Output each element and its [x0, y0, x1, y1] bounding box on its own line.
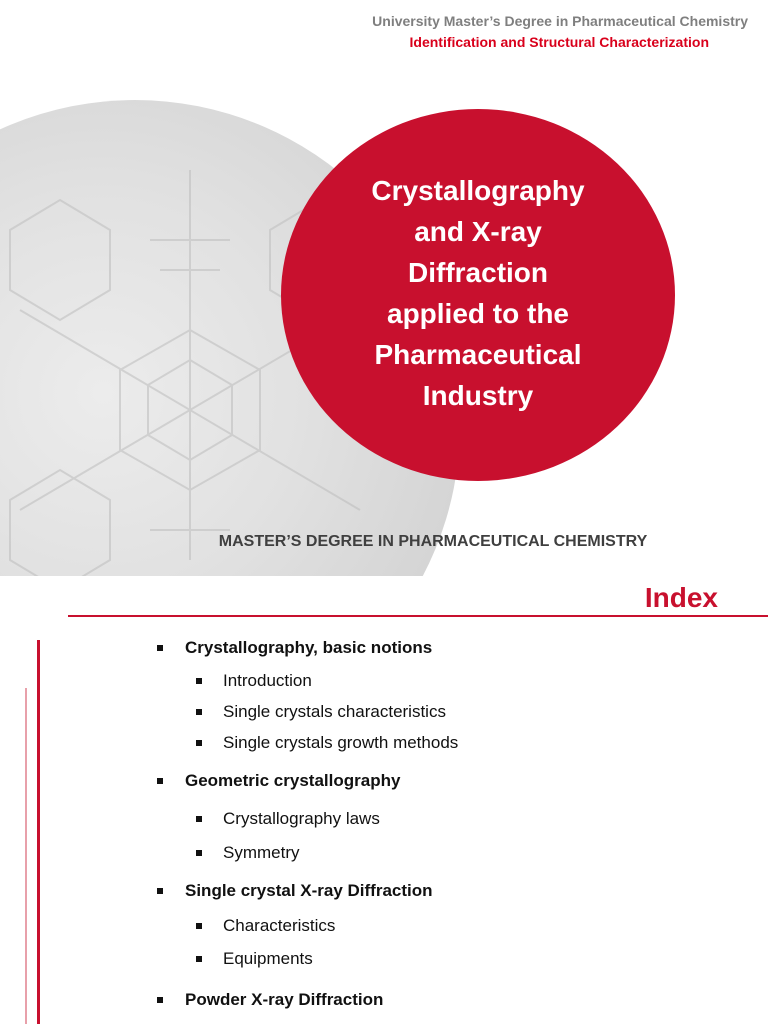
list-item-label: Crystallography, basic notions: [185, 638, 433, 657]
title-circle: Crystallography and X-ray Diffraction ap…: [281, 109, 675, 481]
square-bullet-icon: [196, 923, 202, 929]
header-course-name: Identification and Structural Characteri…: [409, 34, 710, 50]
square-bullet-icon: [196, 740, 202, 746]
title-line: Pharmaceutical: [374, 339, 582, 370]
square-bullet-icon: [157, 888, 163, 894]
square-bullet-icon: [196, 678, 202, 684]
list-item-label: Single crystals growth methods: [223, 733, 459, 752]
square-bullet-icon: [157, 997, 163, 1003]
slide-title: Crystallography and X-ray Diffraction ap…: [348, 170, 608, 416]
title-slide: University Master’s Degree in Pharmaceut…: [0, 13, 748, 576]
square-bullet-icon: [196, 850, 202, 856]
square-bullet-icon: [196, 816, 202, 822]
list-item-label: Characteristics: [223, 916, 336, 935]
square-bullet-icon: [196, 709, 202, 715]
list-item-label: Single crystals characteristics: [223, 702, 446, 721]
index-title: Index: [644, 582, 718, 613]
square-bullet-icon: [157, 645, 163, 651]
decorative-bar: [37, 640, 40, 1024]
title-divider: [68, 615, 768, 617]
title-line: and X-ray: [414, 216, 542, 247]
list-item-label: Crystallography laws: [223, 809, 380, 828]
title-line: Diffraction: [408, 257, 548, 288]
list-item-label: Geometric crystallography: [185, 771, 401, 790]
title-line: Industry: [422, 380, 534, 411]
square-bullet-icon: [157, 778, 163, 784]
list-item-label: Powder X-ray Diffraction: [185, 990, 384, 1009]
header-program-name: University Master’s Degree in Pharmaceut…: [372, 13, 748, 29]
title-line: applied to the: [387, 298, 569, 329]
title-line: Crystallography: [371, 175, 585, 206]
index-slide: Index Crystallography, basic notions Int…: [0, 576, 768, 1024]
list-item-label: Equipments: [223, 949, 313, 968]
decorative-bar: [25, 688, 27, 1024]
square-bullet-icon: [196, 956, 202, 962]
crystal-pattern-decoration: [9, 170, 371, 576]
slide-subtitle: MASTER’S DEGREE IN PHARMACEUTICAL CHEMIS…: [218, 533, 648, 550]
list-item-label: Introduction: [223, 671, 312, 690]
list-item-label: Single crystal X-ray Diffraction: [185, 881, 433, 900]
list-item-label: Symmetry: [223, 843, 300, 862]
